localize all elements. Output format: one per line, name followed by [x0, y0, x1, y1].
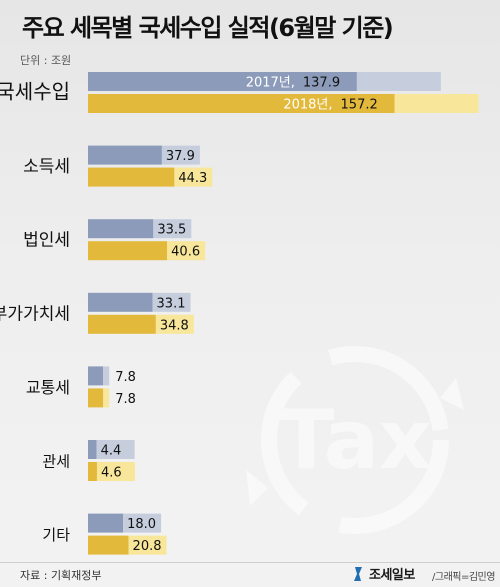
- value-label: 4.4: [101, 444, 122, 459]
- watermark-text: Tax: [278, 393, 432, 488]
- category-label: 기타: [42, 526, 70, 544]
- brand-logo-icon: [354, 566, 362, 581]
- value-label: 20.8: [133, 539, 162, 554]
- value-label: 18.0: [127, 517, 156, 532]
- watermark-ring: [261, 346, 449, 534]
- value-label: 33.1: [157, 296, 186, 311]
- value-label: 34.8: [160, 318, 189, 333]
- bar: [88, 366, 104, 386]
- value-label: 7.8: [115, 392, 136, 407]
- bar-label-background: [96, 462, 135, 481]
- bar-label-background: [167, 241, 206, 261]
- value-label: 4.6: [101, 466, 122, 481]
- bar: [88, 388, 104, 408]
- category-label: 부가가치세: [0, 304, 70, 324]
- category-label: 국세수입: [0, 80, 70, 104]
- category-label: 관세: [42, 453, 70, 471]
- bar-label-background: [128, 535, 167, 555]
- category-label: 소득세: [23, 157, 70, 177]
- bar-label-background: [161, 145, 200, 165]
- bar: [88, 94, 395, 113]
- category-label: 법인세: [23, 231, 70, 251]
- bar: [88, 535, 129, 555]
- value-label: 40.6: [171, 245, 200, 260]
- bar: [88, 440, 97, 459]
- bar: [88, 314, 156, 334]
- unit-label: 단위 : 조원: [20, 54, 72, 67]
- bar-chart: Tax 국세수입 137.9 2017년, 157.2 2018년, 소득세 37.9 44.…: [0, 72, 479, 555]
- bar: [88, 241, 168, 261]
- bar: [88, 292, 153, 312]
- bar-label-background: [394, 94, 479, 113]
- series-label: 2018년,: [283, 98, 332, 113]
- bar: [88, 167, 175, 187]
- bar: [88, 145, 162, 165]
- value-label: 7.8: [115, 370, 136, 385]
- value-label: 157.2: [341, 98, 378, 113]
- graphic-credit: /그래픽=김민영: [432, 572, 495, 583]
- bar-label-background: [153, 219, 192, 239]
- value-label: 37.9: [166, 149, 195, 164]
- bar-label-background: [174, 167, 213, 187]
- footer: 자료 : 기획재정부 조세일보 /그래픽=김민영: [0, 562, 500, 587]
- bar-label-background: [155, 314, 194, 334]
- bar-label-background: [103, 366, 110, 386]
- bar-label-background: [152, 292, 191, 312]
- source-label: 자료 : 기획재정부: [20, 569, 102, 582]
- series-label: 2017년,: [246, 76, 295, 91]
- brand-name: 조세일보: [369, 568, 415, 583]
- bar: [88, 513, 124, 533]
- value-label: 137.9: [303, 76, 340, 91]
- value-label: 33.5: [157, 223, 186, 238]
- category-label: 교통세: [26, 378, 70, 397]
- tax-watermark: Tax: [246, 346, 464, 534]
- watermark-arrow-icon: [246, 470, 268, 506]
- brand: 조세일보: [352, 564, 415, 583]
- bar-label-background: [103, 388, 110, 408]
- chart-title: 주요 세목별 국세수입 실적(6월말 기준): [22, 14, 394, 42]
- bar: [88, 219, 154, 239]
- bar-label-background: [123, 513, 162, 533]
- bar: [88, 72, 357, 91]
- bar-label-background: [96, 440, 135, 459]
- value-label: 44.3: [178, 171, 207, 186]
- watermark-arrow-icon: [440, 378, 464, 410]
- bar: [88, 462, 97, 481]
- bar-label-background: [356, 72, 441, 91]
